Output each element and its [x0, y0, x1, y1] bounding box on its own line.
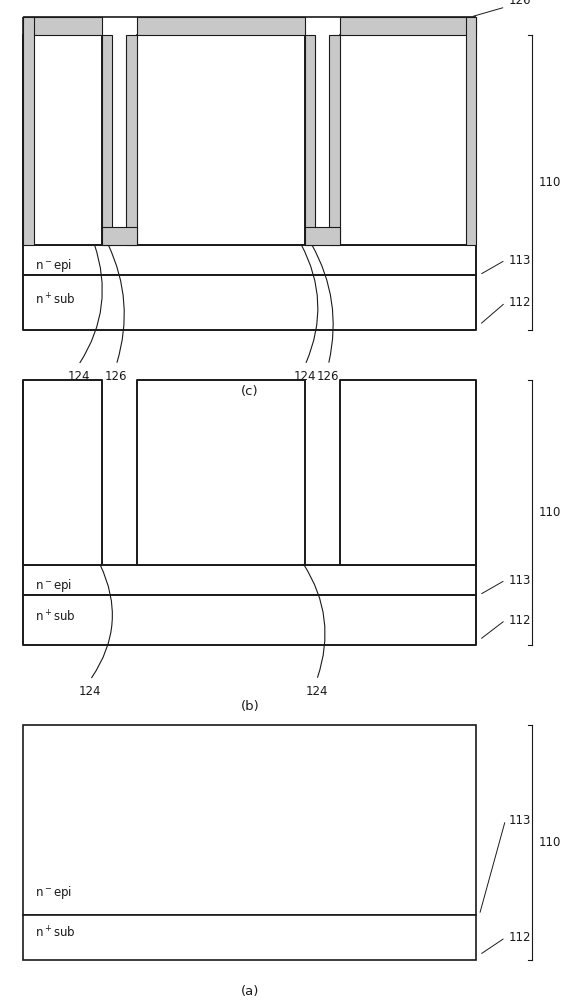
Text: 113: 113: [508, 253, 531, 266]
Text: (a): (a): [241, 985, 259, 998]
FancyBboxPatch shape: [102, 35, 112, 245]
FancyBboxPatch shape: [305, 227, 340, 245]
Text: 110: 110: [539, 836, 561, 849]
FancyBboxPatch shape: [23, 915, 476, 960]
Text: 113: 113: [508, 814, 531, 826]
FancyBboxPatch shape: [137, 35, 305, 245]
Text: 110: 110: [539, 506, 561, 519]
FancyBboxPatch shape: [137, 380, 305, 565]
FancyBboxPatch shape: [340, 17, 476, 35]
Text: 112: 112: [508, 613, 531, 626]
FancyBboxPatch shape: [340, 35, 476, 245]
Text: n$^+$sub: n$^+$sub: [35, 292, 76, 307]
Text: 124: 124: [294, 370, 316, 383]
Text: 126: 126: [105, 370, 127, 383]
FancyBboxPatch shape: [23, 35, 102, 245]
FancyBboxPatch shape: [137, 17, 305, 35]
Text: 124: 124: [67, 370, 89, 383]
FancyBboxPatch shape: [305, 35, 315, 245]
Text: n$^+$sub: n$^+$sub: [35, 609, 76, 625]
FancyBboxPatch shape: [329, 35, 340, 245]
Text: 113: 113: [508, 573, 531, 586]
FancyBboxPatch shape: [102, 227, 137, 245]
FancyBboxPatch shape: [23, 17, 102, 35]
Text: n$^-$epi: n$^-$epi: [35, 257, 72, 274]
FancyBboxPatch shape: [23, 565, 476, 595]
FancyBboxPatch shape: [23, 725, 476, 915]
FancyBboxPatch shape: [126, 35, 137, 245]
FancyBboxPatch shape: [23, 17, 34, 245]
FancyBboxPatch shape: [23, 275, 476, 330]
Text: n$^+$sub: n$^+$sub: [35, 925, 76, 940]
Text: n$^-$epi: n$^-$epi: [35, 577, 72, 594]
FancyBboxPatch shape: [23, 380, 102, 565]
Text: 112: 112: [508, 931, 531, 944]
Text: 112: 112: [508, 296, 531, 309]
Text: 110: 110: [539, 176, 561, 189]
Text: 126: 126: [317, 370, 339, 383]
Text: 124: 124: [79, 685, 101, 698]
Text: n$^-$epi: n$^-$epi: [35, 884, 72, 901]
Text: (c): (c): [241, 385, 259, 398]
FancyBboxPatch shape: [23, 245, 476, 275]
Text: (b): (b): [241, 700, 259, 713]
FancyBboxPatch shape: [23, 595, 476, 645]
Text: 126’: 126’: [508, 0, 535, 7]
FancyBboxPatch shape: [466, 17, 476, 245]
FancyBboxPatch shape: [340, 380, 476, 565]
Text: 124: 124: [306, 685, 328, 698]
